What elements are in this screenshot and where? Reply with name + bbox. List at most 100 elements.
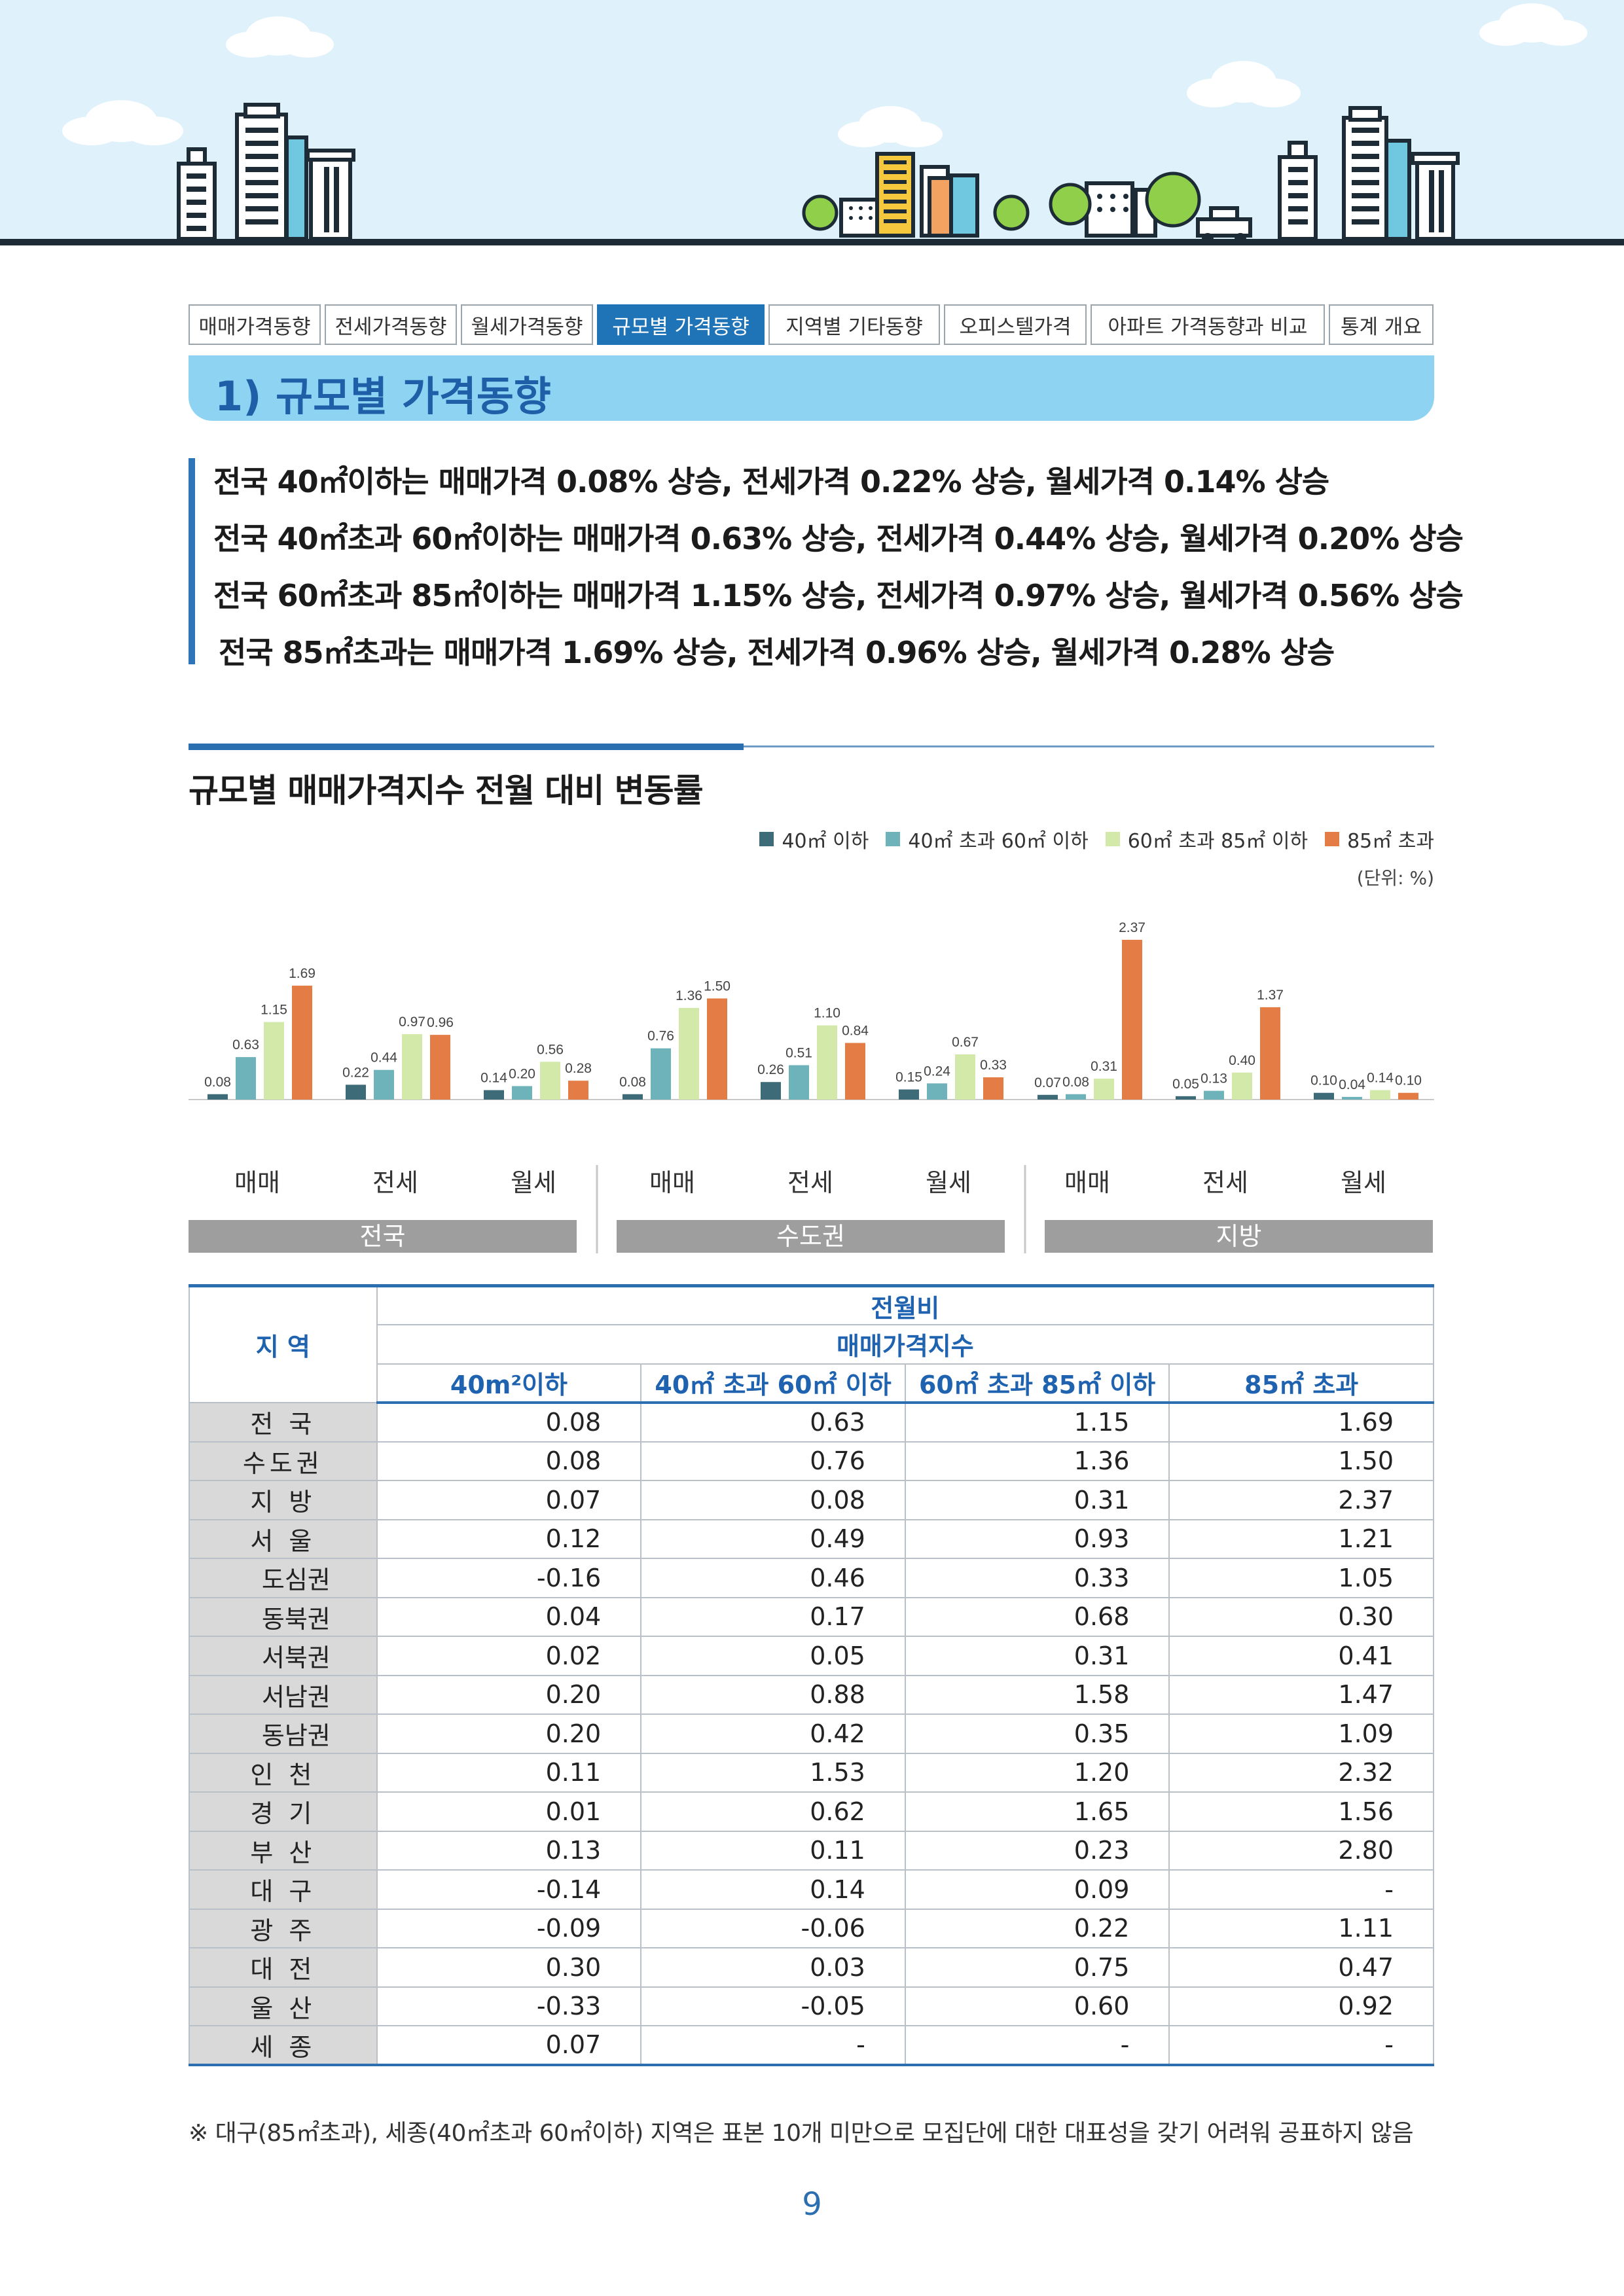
tab-sale-price-trend[interactable]: 매매가격동향	[189, 304, 321, 345]
value-cell: 0.92	[1168, 1986, 1434, 2026]
legend-label: 40㎡ 이하	[782, 830, 869, 853]
chart-data-label: 0.04	[1339, 1077, 1365, 1092]
value-cell: 0.41	[1168, 1636, 1434, 1676]
value-cell: 0.30	[1168, 1596, 1434, 1637]
summary-line: 전국 60㎡초과 85㎡이하는 매매가격 1.15% 상승, 전세가격 0.97…	[213, 578, 1464, 613]
value-cell: 0.49	[640, 1518, 906, 1559]
table-column-header: 60㎡ 초과 85㎡ 이하	[904, 1363, 1170, 1404]
chart-bar	[430, 1035, 450, 1100]
legend-item: 85㎡ 초과	[1325, 826, 1434, 853]
region-cell: 수도권	[189, 1441, 378, 1481]
chart-legend: 40㎡ 이하 40㎡ 초과 60㎡ 이하 60㎡ 초과 85㎡ 이하 85㎡ 초…	[727, 826, 1434, 853]
table-column-header: 85㎡ 초과	[1168, 1363, 1434, 1404]
tab-apartment-comparison[interactable]: 아파트 가격동향과 비교	[1091, 304, 1325, 345]
value-cell: 1.58	[904, 1674, 1170, 1715]
value-cell: 0.17	[640, 1596, 906, 1637]
chart-data-label: 0.15	[895, 1070, 922, 1085]
value-cell: -	[1168, 2025, 1434, 2066]
chart-category-label: 월세	[926, 1168, 971, 1197]
table-row: 부 산 0.13 0.11 0.23 2.80	[189, 1830, 1434, 1871]
chart-bar	[1176, 1096, 1196, 1100]
chart-bar	[1204, 1090, 1224, 1100]
tab-officetel-price[interactable]: 오피스텔가격	[944, 304, 1087, 345]
region-cell: 서북권	[189, 1636, 378, 1676]
chart-data-label: 0.97	[399, 1014, 425, 1030]
value-cell: 1.11	[1168, 1908, 1434, 1948]
summary-line: 전국 85㎡초과는 매매가격 1.69% 상승, 전세가격 0.96% 상승, …	[219, 635, 1335, 670]
chart-category-label: 매매	[234, 1168, 280, 1197]
chart-bar	[1398, 1092, 1418, 1100]
tab-statistics-overview[interactable]: 통계 개요	[1329, 304, 1434, 345]
chart-data-label: 0.96	[427, 1015, 454, 1030]
chart-category-label: 월세	[511, 1168, 556, 1197]
summary-line: 전국 40㎡초과 60㎡이하는 매매가격 0.63% 상승, 전세가격 0.44…	[213, 521, 1464, 556]
value-cell: 0.03	[640, 1947, 906, 1988]
table-row: 대 구 -0.14 0.14 0.09-	[189, 1869, 1434, 1910]
chart-group-label: 전국	[360, 1222, 406, 1251]
chart-data-label: 0.26	[757, 1062, 784, 1077]
value-cell: 0.08	[640, 1480, 906, 1520]
chart-bar	[1038, 1094, 1058, 1100]
chart-bar	[512, 1086, 532, 1100]
value-cell: 0.31	[904, 1480, 1170, 1520]
value-cell: -0.33	[376, 1986, 642, 2026]
value-cell: 0.23	[904, 1830, 1170, 1871]
table-row: 경 기 0.01 0.62 1.65 1.56	[189, 1791, 1434, 1832]
value-cell: 1.65	[904, 1791, 1170, 1832]
cloud-icon	[62, 3, 1587, 147]
chart-bar	[623, 1094, 643, 1100]
chart-bar	[568, 1081, 588, 1100]
chart-data-label: 0.40	[1229, 1053, 1255, 1068]
tab-monthly-rent-trend[interactable]: 월세가격동향	[461, 304, 593, 345]
chart-data-label: 2.37	[1119, 920, 1146, 935]
legend-label: 85㎡ 초과	[1347, 830, 1434, 853]
chart-group-label: 수도권	[776, 1222, 845, 1251]
chart-bar	[955, 1054, 975, 1100]
chart-data-label: 0.31	[1091, 1059, 1117, 1074]
chart-bar	[264, 1022, 284, 1100]
chart-data-label: 1.15	[261, 1003, 287, 1018]
value-cell: -	[1168, 1869, 1434, 1910]
value-cell: 0.08	[376, 1441, 642, 1481]
chart-data-label: 0.10	[1395, 1073, 1422, 1088]
table-row: 도심권 -0.16 0.46 0.33 1.05	[189, 1558, 1434, 1598]
chart-bar	[346, 1085, 366, 1100]
chart-bar	[1066, 1094, 1086, 1100]
tab-size-price-trend[interactable]: 규모별 가격동향	[597, 304, 765, 345]
table-row: 서 울 0.12 0.49 0.93 1.21	[189, 1518, 1434, 1559]
section-title-bar: 1) 규모별 가격동향	[189, 355, 1434, 421]
legend-swatch	[886, 832, 901, 846]
chart-category-label: 전세	[1202, 1168, 1248, 1197]
value-cell: 1.50	[1168, 1441, 1434, 1481]
table-row: 대 전 0.30 0.03 0.75 0.47	[189, 1947, 1434, 1988]
chart-data-label: 0.63	[232, 1037, 259, 1052]
chart-bar	[484, 1090, 504, 1100]
footnote: ※ 대구(85㎡초과), 세종(40㎡초과 60㎡이하) 지역은 표본 10개 …	[189, 2120, 1414, 2147]
table-row: 인 천 0.11 1.53 1.20 2.32	[189, 1752, 1434, 1793]
chart-bar	[761, 1082, 781, 1100]
table-column-header: 40㎡ 초과 60㎡ 이하	[640, 1363, 906, 1404]
chart-data-label: 0.14	[1367, 1071, 1394, 1086]
value-cell: 0.08	[376, 1402, 642, 1443]
chart-bar	[1122, 939, 1142, 1100]
region-cell: 서 울	[189, 1518, 378, 1559]
tab-jeonse-price-trend[interactable]: 전세가격동향	[325, 304, 457, 345]
tab-regional-trend[interactable]: 지역별 기타동향	[768, 304, 940, 345]
value-cell: 0.62	[640, 1791, 906, 1832]
tab-bar: 매매가격동향 전세가격동향 월세가격동향 규모별 가격동향 지역별 기타동향 오…	[189, 304, 1434, 348]
chart-bar	[789, 1065, 809, 1100]
value-cell: -0.14	[376, 1869, 642, 1910]
legend-item: 40㎡ 초과 60㎡ 이하	[886, 826, 1089, 853]
value-cell: 0.05	[640, 1636, 906, 1676]
value-cell: 1.21	[1168, 1518, 1434, 1559]
chart-bar	[1342, 1096, 1362, 1100]
value-cell: 0.02	[376, 1636, 642, 1676]
value-cell: 0.60	[904, 1986, 1170, 2026]
value-cell: 0.63	[640, 1402, 906, 1443]
chart-group-bar	[1045, 1220, 1433, 1253]
chart-data-label: 0.20	[509, 1066, 535, 1081]
value-cell: -0.09	[376, 1908, 642, 1948]
chart-data-label: 0.08	[204, 1075, 231, 1090]
chart-bar	[374, 1069, 394, 1100]
table-row: 동남권 0.20 0.42 0.35 1.09	[189, 1713, 1434, 1754]
